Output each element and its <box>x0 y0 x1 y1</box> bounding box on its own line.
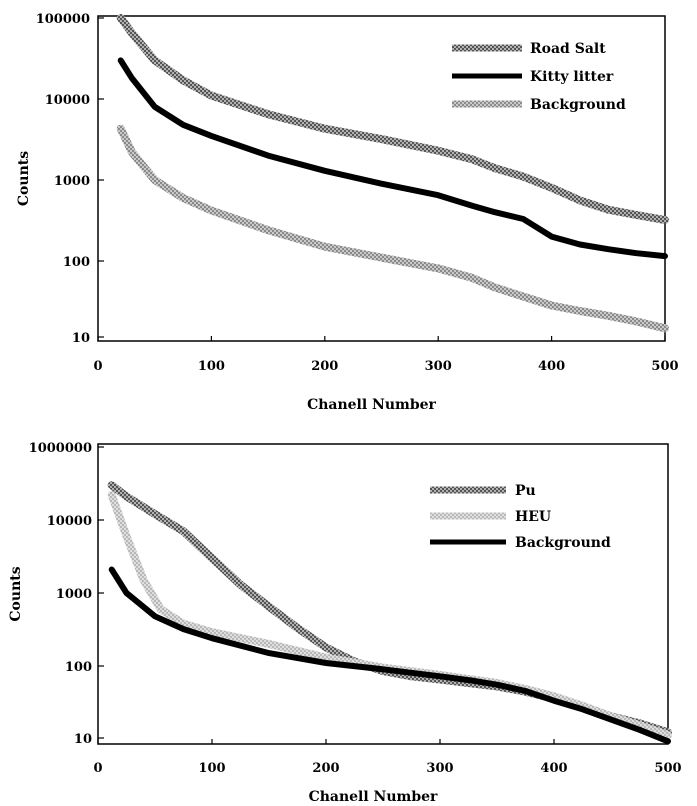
chart-top: 0 100 200 300 400 500 10 100 1000 10000 100000 Chan… <box>16 12 679 413</box>
x-axis-label: Chanell Number <box>309 789 438 805</box>
x-tick-label: 0 <box>93 761 102 776</box>
x-tick-label: 100 <box>198 761 225 776</box>
y-tick-label: 1000000 <box>29 441 92 456</box>
x-axis-label: Chanell Number <box>307 397 436 413</box>
x-tick-label: 400 <box>538 359 565 374</box>
y-tick-label: 10000 <box>47 514 92 529</box>
series-line-background <box>116 124 669 333</box>
y-tick-label: 10 <box>72 331 90 346</box>
legend-label: Background <box>530 97 626 113</box>
x-tick-label: 500 <box>651 359 678 374</box>
series-line-pu <box>107 481 672 737</box>
series-line-kitty-litter <box>117 57 668 260</box>
series-line-background <box>108 566 671 745</box>
y-tick-label: 1000 <box>54 174 90 189</box>
chart-bottom: 0 100 200 300 400 500 10 100 1000 10000 1000000 Cha… <box>8 441 682 805</box>
y-tick-label: 100 <box>65 660 92 675</box>
y-axis-label: Counts <box>8 566 24 621</box>
series-line-road-salt <box>116 14 669 225</box>
legend-label: Road Salt <box>530 41 606 57</box>
series-line-heu <box>107 491 672 739</box>
y-axis-label: Counts <box>16 151 32 206</box>
y-tick-label: 10000 <box>45 93 90 108</box>
y-tick-label: 1000 <box>56 587 92 602</box>
y-tick-label: 100000 <box>36 12 90 27</box>
plot-frame <box>97 443 669 745</box>
legend-label: HEU <box>515 509 551 525</box>
x-tick-label: 500 <box>654 761 681 776</box>
x-tick-label: 200 <box>311 359 338 374</box>
x-tick-label: 200 <box>312 761 339 776</box>
plot-frame <box>97 15 666 342</box>
y-tick-label: 100 <box>63 255 90 270</box>
x-tick-label: 300 <box>426 761 453 776</box>
legend-label: Background <box>515 535 611 551</box>
x-tick-label: 0 <box>93 359 102 374</box>
x-tick-label: 400 <box>540 761 567 776</box>
legend-label: Pu <box>515 483 536 499</box>
legend-label: Kitty litter <box>530 69 614 85</box>
x-tick-label: 300 <box>425 359 452 374</box>
y-tick-label: 10 <box>74 732 92 747</box>
x-tick-label: 100 <box>198 359 225 374</box>
